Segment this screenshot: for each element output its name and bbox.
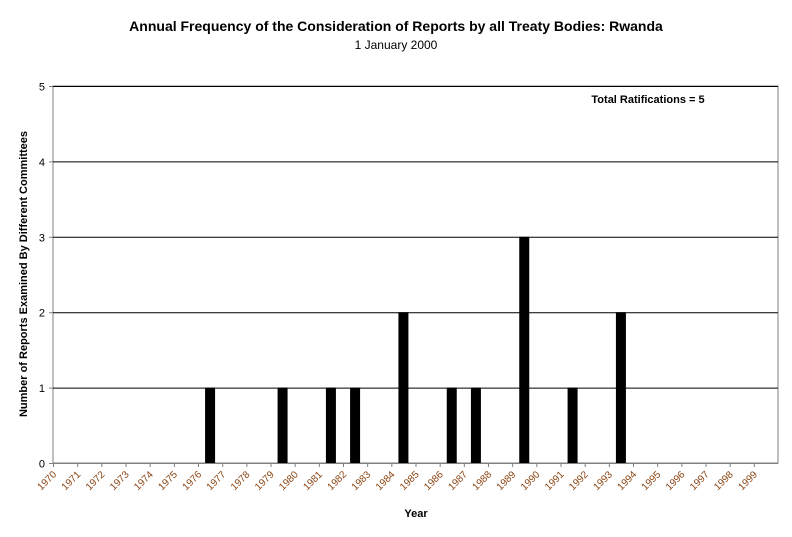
x-tick-label-1995: 1995 [640,469,664,493]
bar-1986 [446,387,457,463]
x-tick-label-1989: 1989 [495,469,519,493]
x-tick-label-1978: 1978 [229,469,253,493]
x-tick-label-1990: 1990 [519,469,543,493]
plot-frame [52,85,779,464]
bar-1993 [615,312,626,463]
x-tick-label-1983: 1983 [350,469,374,493]
bar-1982 [350,387,361,463]
bar-1984 [398,312,409,463]
x-tick-label-1998: 1998 [712,469,736,493]
x-tick-label-1996: 1996 [664,469,688,493]
x-tick-label-1980: 1980 [277,469,301,493]
x-tick-label-1987: 1987 [446,469,470,493]
x-tick-label-1986: 1986 [422,469,446,493]
y-tick-label-4: 4 [39,157,45,169]
x-axis-label: Year [404,508,428,520]
bar-1991 [567,387,578,463]
x-tick-label-1977: 1977 [205,469,229,493]
x-tick-label-1970: 1970 [36,469,60,493]
x-tick-label-1974: 1974 [132,469,156,493]
x-tick-label-1972: 1972 [84,469,108,493]
x-tick-label-1985: 1985 [398,469,422,493]
x-tick-label-1993: 1993 [591,469,615,493]
x-tick-label-1979: 1979 [253,469,277,493]
x-tick-label-1981: 1981 [301,469,325,493]
chart-title: Annual Frequency of the Consideration of… [129,18,663,34]
x-tick-label-1997: 1997 [688,469,712,493]
x-tick-label-1992: 1992 [567,469,591,493]
bar-1981 [325,387,336,463]
y-tick-label-5: 5 [39,82,45,94]
x-tick-label-1982: 1982 [326,469,350,493]
y-axis-label: Number of Reports Examined By Different … [18,131,30,417]
bar-1987 [470,387,481,463]
x-tick-label-1971: 1971 [60,469,84,493]
x-tick-label-1991: 1991 [543,469,567,493]
y-tick-label-0: 0 [39,459,45,471]
x-tick-label-1975: 1975 [156,469,180,493]
annotation-total-ratifications: Total Ratifications = 5 [591,94,704,106]
y-tick-label-2: 2 [39,308,45,320]
x-tick-label-1988: 1988 [471,469,495,493]
chart-subtitle: 1 January 2000 [355,38,438,52]
bar-1979 [277,387,288,463]
x-tick-label-1984: 1984 [374,469,398,493]
bar-1976 [205,387,216,463]
y-tick-label-1: 1 [39,383,45,395]
bar-1989 [519,236,530,463]
x-tick-label-1999: 1999 [736,469,760,493]
y-tick-label-3: 3 [39,232,45,244]
x-tick-label-1973: 1973 [108,469,132,493]
x-tick-label-1976: 1976 [181,469,205,493]
x-tick-label-1994: 1994 [616,469,640,493]
